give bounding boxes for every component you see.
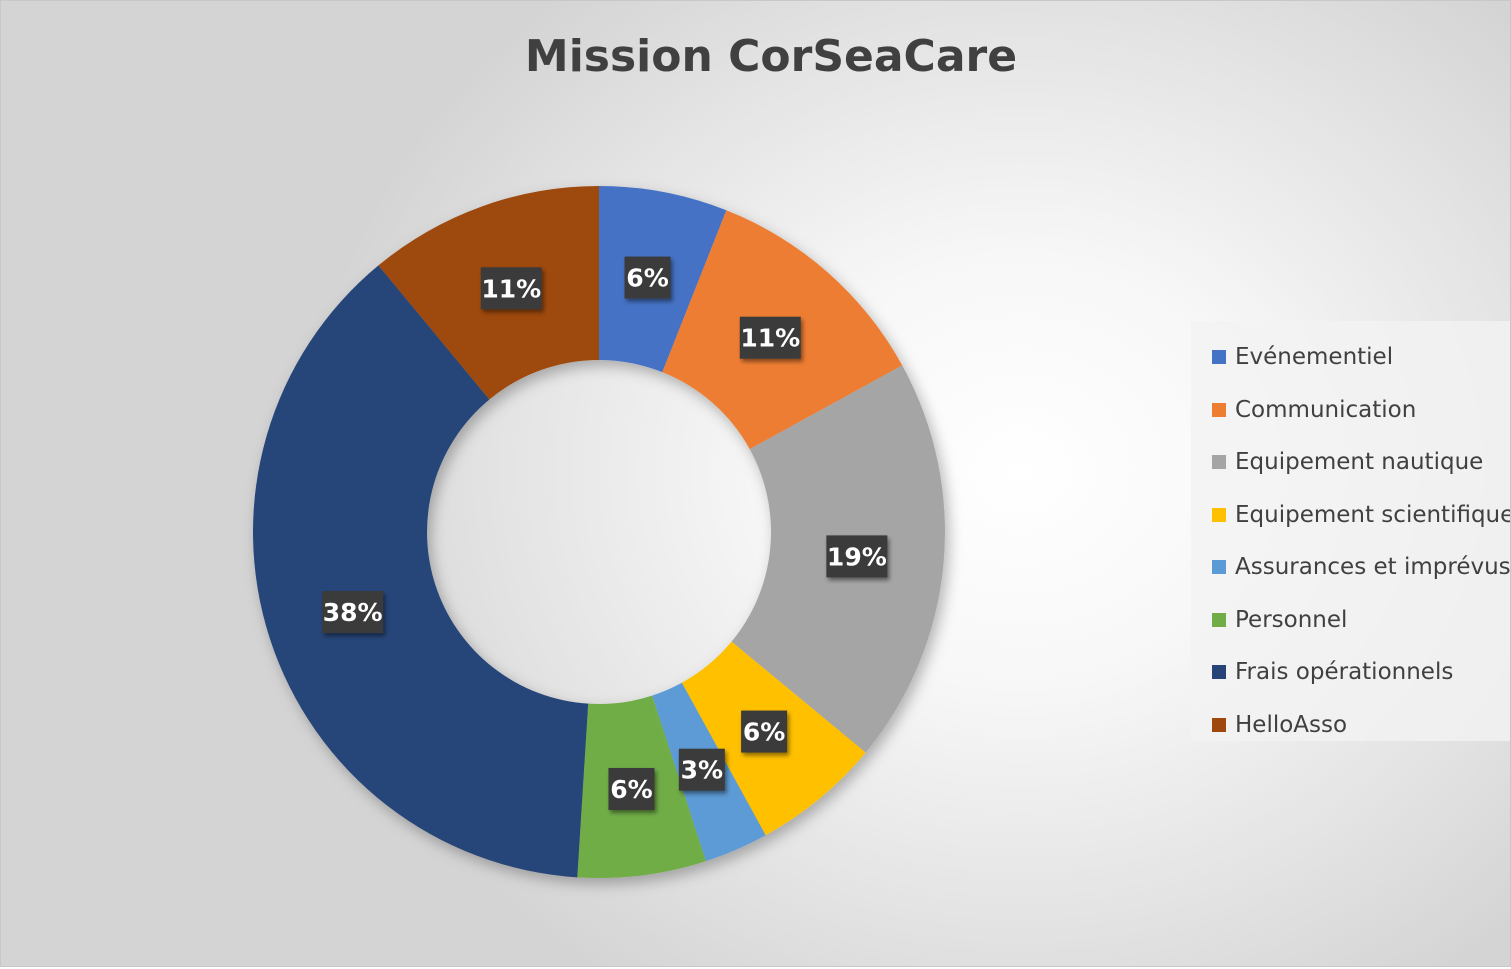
legend-label: Assurances et imprévus [1235, 554, 1511, 581]
donut-slice-7 [252, 265, 589, 878]
legend-label: Frais opérationnels [1235, 659, 1454, 686]
data-label-2: 11% [739, 316, 801, 359]
donut-chart: 6% 11% 19% 6% 3% 6% 38% 11% [252, 186, 945, 879]
data-label-7: 38% [322, 591, 384, 634]
legend-swatch [1212, 717, 1226, 732]
legend-swatch [1212, 455, 1226, 470]
legend-label: HelloAsso [1235, 711, 1348, 738]
legend-item-2: Communication [1191, 384, 1510, 437]
legend-item-4: Equipement scientifique [1191, 489, 1511, 542]
svg-text:11%: 11% [481, 274, 541, 303]
data-label-5: 3% [678, 748, 725, 791]
legend-swatch [1212, 665, 1226, 680]
data-label-8: 11% [480, 267, 542, 310]
svg-text:6%: 6% [610, 775, 652, 804]
data-label-6: 6% [608, 767, 655, 810]
svg-text:6%: 6% [743, 718, 785, 747]
legend-swatch [1212, 507, 1226, 522]
legend-label: Equipement scientifique [1235, 501, 1511, 528]
chart-title: Mission CorSeaCare [524, 31, 1018, 82]
legend-item-7: Frais opérationnels [1191, 646, 1510, 699]
legend-swatch [1212, 560, 1226, 575]
legend-item-6: Personnel [1191, 594, 1510, 647]
legend-label: Personnel [1235, 606, 1348, 633]
svg-text:6%: 6% [626, 264, 668, 293]
data-label-3: 19% [826, 535, 888, 578]
data-label-1: 6% [624, 256, 671, 299]
legend: Evénementiel Communication Equipement naut… [1191, 321, 1511, 741]
legend-swatch [1212, 402, 1226, 417]
legend-swatch [1212, 612, 1226, 627]
svg-text:38%: 38% [323, 598, 383, 627]
svg-text:19%: 19% [827, 542, 887, 571]
legend-item-5: Assurances et imprévus [1191, 541, 1511, 594]
legend-item-3: Equipement nautique [1191, 436, 1510, 489]
legend-label: Communication [1235, 396, 1417, 423]
svg-text:3%: 3% [681, 756, 723, 785]
legend-label: Evénementiel [1235, 344, 1394, 371]
data-label-4: 6% [741, 710, 788, 753]
legend-label: Equipement nautique [1235, 449, 1484, 476]
svg-text:11%: 11% [740, 324, 800, 353]
legend-item-1: Evénementiel [1191, 331, 1510, 384]
legend-item-8: HelloAsso [1191, 699, 1510, 752]
legend-swatch [1212, 350, 1226, 365]
